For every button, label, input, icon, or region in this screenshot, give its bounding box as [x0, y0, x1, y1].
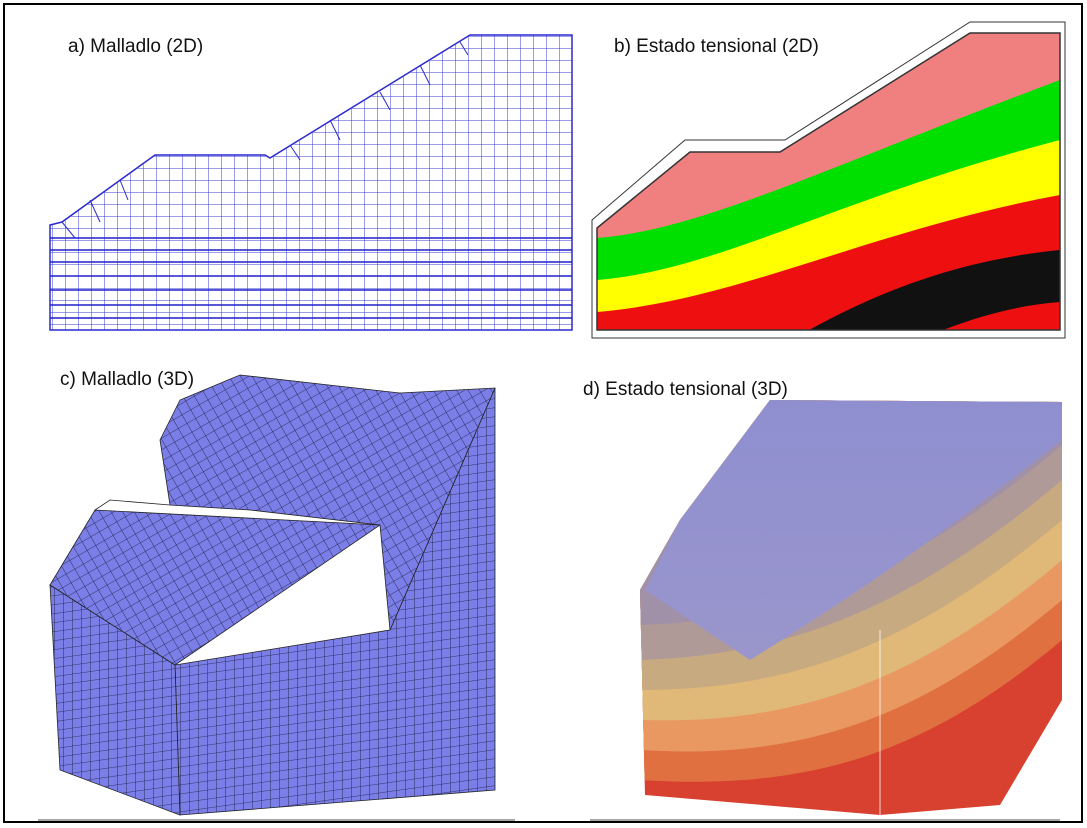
panel-label: d) Estado tensional (3D)	[583, 379, 788, 400]
mesh-2d	[50, 35, 572, 330]
panel-label: a) Malladlo (2D)	[68, 36, 203, 57]
panel-label: c) Malladlo (3D)	[60, 369, 194, 390]
panel-label: b) Estado tensional (2D)	[614, 36, 819, 57]
figure: a) Malladlo (2D) b) Estado tensional (2D…	[0, 0, 1087, 828]
stress-2d	[590, 25, 1070, 335]
mesh-3d	[50, 375, 495, 815]
